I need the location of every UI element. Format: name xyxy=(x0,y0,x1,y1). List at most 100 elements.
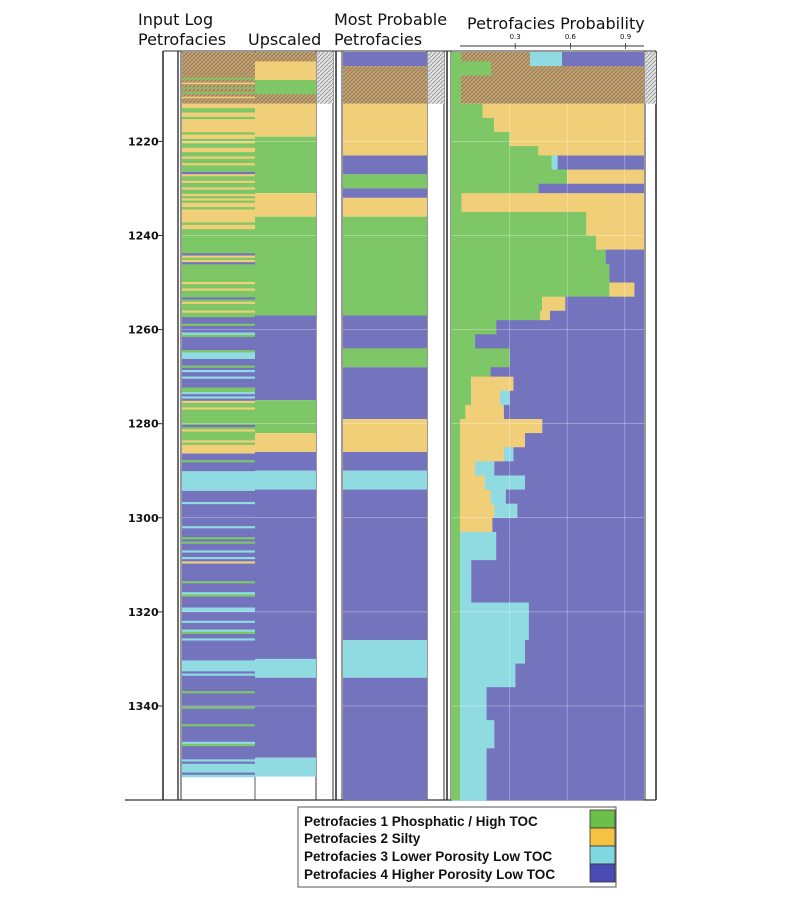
probability-segment xyxy=(503,447,514,462)
input-stripe xyxy=(182,548,255,551)
depth-tick-label: 1260 xyxy=(128,324,159,337)
input-stripe xyxy=(182,361,255,364)
probability-segment xyxy=(509,348,644,368)
most-probable-interval xyxy=(343,677,427,801)
input-stripe xyxy=(182,561,255,564)
input-stripe xyxy=(182,383,255,386)
input-stripe xyxy=(182,367,255,371)
input-stripe xyxy=(182,552,255,556)
input-stripe xyxy=(182,638,255,641)
probability-segment xyxy=(503,404,644,420)
input-stripe xyxy=(182,198,255,201)
input-stripe xyxy=(182,752,255,756)
probability-segment xyxy=(452,296,543,312)
input-stripe xyxy=(182,493,255,496)
input-stripe xyxy=(182,460,255,463)
input-stripe xyxy=(182,323,255,327)
input-stripe xyxy=(182,290,255,294)
probability-segment xyxy=(505,489,644,505)
probability-segment xyxy=(452,640,525,665)
probability-segment xyxy=(565,296,644,312)
input-stripe xyxy=(182,281,255,285)
input-stripe xyxy=(182,721,255,725)
input-stripe xyxy=(182,299,255,303)
input-stripe xyxy=(182,255,255,259)
probability-segment xyxy=(455,475,485,490)
input-stripe xyxy=(182,510,255,514)
probability-segment xyxy=(452,249,606,265)
upscaled-gap-hatch xyxy=(317,52,333,104)
input-stripe xyxy=(182,724,255,727)
upscaled-interval xyxy=(255,193,316,217)
input-stripe xyxy=(182,182,255,186)
input-stripe xyxy=(182,506,255,509)
input-stripe xyxy=(182,501,255,505)
input-stripe xyxy=(182,200,255,204)
probability-segment xyxy=(496,320,644,335)
probability-segment xyxy=(452,183,539,194)
probability-segment xyxy=(452,310,541,321)
input-stripe xyxy=(182,660,255,663)
input-stripe xyxy=(182,750,255,754)
input-stripe xyxy=(182,141,255,144)
input-stripe xyxy=(182,185,255,188)
probability-segment xyxy=(452,367,491,378)
probability-segment xyxy=(517,503,644,519)
input-stripe xyxy=(182,488,255,492)
input-stripe xyxy=(182,119,255,122)
probability-segment xyxy=(496,531,644,561)
most-probable-interval xyxy=(343,470,427,490)
depth-tick-label: 1300 xyxy=(128,512,159,525)
input-stripe xyxy=(182,739,255,743)
input-stripe xyxy=(182,466,255,470)
input-stripe xyxy=(182,620,255,624)
upscaled-interval xyxy=(255,489,316,659)
input-stripe xyxy=(182,112,255,116)
input-stripe xyxy=(182,609,255,613)
input-stripe xyxy=(182,633,255,637)
input-stripe xyxy=(182,211,255,215)
input-stripe xyxy=(182,226,255,230)
upscaled-interval xyxy=(255,216,316,316)
input-stripe xyxy=(182,330,255,333)
input-stripe xyxy=(182,154,255,157)
input-stripe xyxy=(182,519,255,523)
input-stripe xyxy=(182,616,255,619)
input-stripe xyxy=(182,303,255,307)
input-stripe xyxy=(182,317,255,320)
input-stripe xyxy=(182,699,255,703)
legend-swatch-1 xyxy=(589,809,616,829)
input-stripe xyxy=(182,695,255,699)
input-stripe xyxy=(182,583,255,586)
legend-label-2: Petrofacies 2 Silty xyxy=(304,831,421,846)
input-stripe xyxy=(182,737,255,740)
input-stripe xyxy=(182,754,255,758)
input-stripe xyxy=(182,572,255,575)
probability-segment xyxy=(500,390,510,406)
input-stripe xyxy=(182,438,255,441)
probability-segment xyxy=(540,310,550,321)
input-stripe xyxy=(182,761,255,765)
input-stripe xyxy=(182,655,255,659)
input-stripe xyxy=(182,336,255,340)
input-stripe xyxy=(182,715,255,718)
header-most-probable-line1: Most Probable xyxy=(334,10,447,29)
input-stripe xyxy=(182,763,255,767)
most-probable-interval xyxy=(343,640,427,678)
input-stripe xyxy=(182,545,255,549)
input-stripe xyxy=(182,589,255,593)
input-stripe xyxy=(182,396,255,399)
input-stripe xyxy=(182,286,255,289)
probability-segment xyxy=(452,282,610,298)
probability-header-band xyxy=(461,61,491,76)
input-stripe xyxy=(182,310,255,314)
input-stripe xyxy=(182,240,255,243)
input-stripe xyxy=(182,642,255,646)
input-stripe xyxy=(182,288,255,292)
depth-tick-label: 1320 xyxy=(128,606,159,619)
probability-segment xyxy=(494,720,644,749)
input-stripe xyxy=(182,534,255,538)
input-stripe xyxy=(182,464,255,468)
input-stripe xyxy=(182,539,255,542)
input-stripe xyxy=(182,284,255,287)
